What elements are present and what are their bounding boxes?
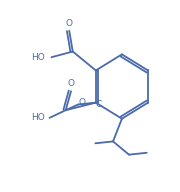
Text: O: O	[78, 98, 85, 107]
Text: HO: HO	[31, 53, 44, 62]
Text: HO: HO	[31, 113, 44, 122]
Text: O: O	[66, 19, 73, 28]
Text: O: O	[68, 79, 75, 88]
Text: C: C	[95, 100, 102, 109]
